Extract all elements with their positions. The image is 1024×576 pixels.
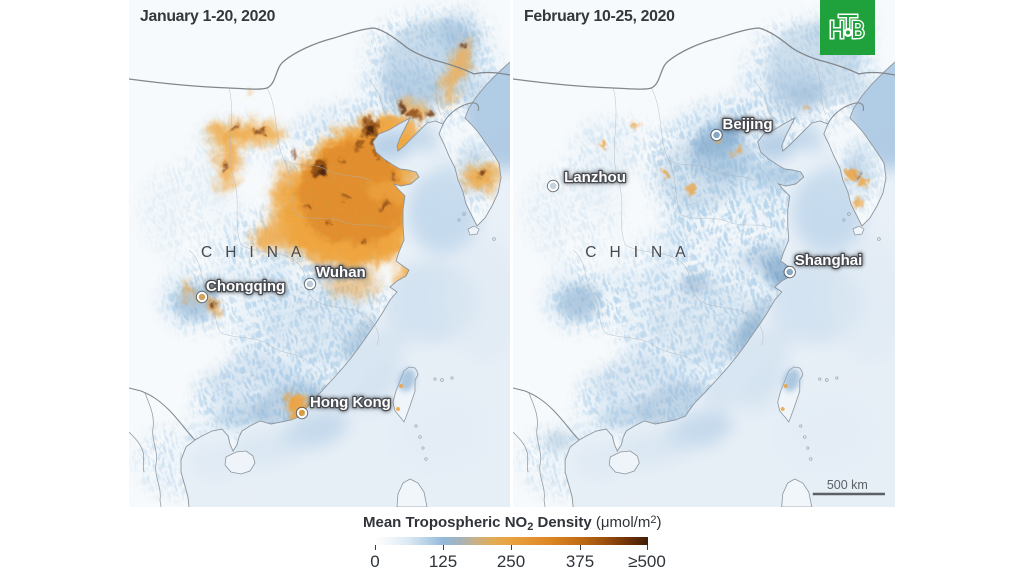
svg-text:CHINA: CHINA	[201, 244, 314, 261]
svg-text:Hong Kong: Hong Kong	[310, 394, 391, 411]
svg-text:Chongqing: Chongqing	[206, 278, 285, 295]
svg-text:February 10-25, 2020: February 10-25, 2020	[524, 8, 675, 25]
svg-text:CHINA: CHINA	[585, 244, 699, 261]
svg-text:500 km: 500 km	[827, 478, 868, 492]
svg-text:Shanghai: Shanghai	[795, 252, 863, 269]
svg-text:Beijing: Beijing	[723, 116, 773, 133]
svg-text:Wuhan: Wuhan	[316, 264, 366, 281]
svg-text:January 1-20, 2020: January 1-20, 2020	[140, 8, 276, 25]
svg-text:Lanzhou: Lanzhou	[564, 169, 626, 186]
